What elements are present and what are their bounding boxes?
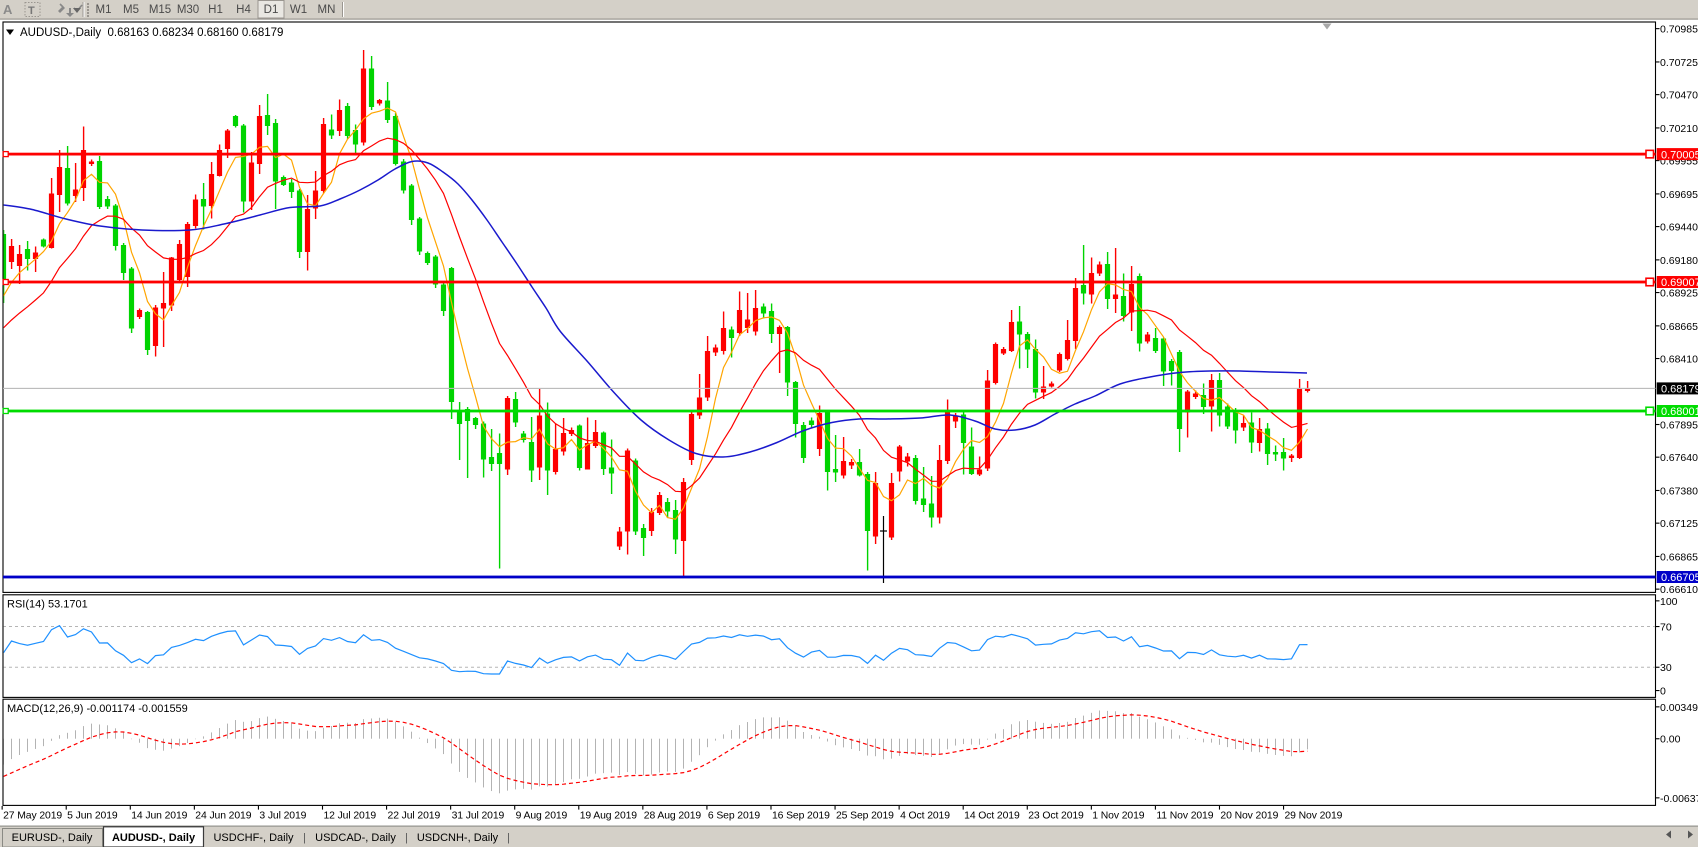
svg-text:0.68001: 0.68001: [1661, 406, 1698, 418]
svg-text:0.68665: 0.68665: [1660, 321, 1698, 333]
svg-text:M30: M30: [177, 4, 199, 16]
svg-text:|: |: [507, 832, 510, 844]
svg-text:12 Jul 2019: 12 Jul 2019: [323, 811, 376, 822]
svg-text:22 Jul 2019: 22 Jul 2019: [388, 811, 441, 822]
svg-text:70: 70: [1660, 622, 1672, 634]
svg-text:0.68410: 0.68410: [1660, 353, 1698, 365]
svg-text:0.66865: 0.66865: [1660, 551, 1698, 563]
svg-text:D1: D1: [264, 4, 279, 16]
svg-text:14 Oct 2019: 14 Oct 2019: [964, 811, 1020, 822]
svg-text:1 Nov 2019: 1 Nov 2019: [1092, 811, 1144, 822]
svg-text:11 Nov 2019: 11 Nov 2019: [1156, 811, 1213, 822]
svg-text:MACD(12,26,9) -0.001174 -0.001: MACD(12,26,9) -0.001174 -0.001559: [7, 703, 188, 715]
svg-text:25 Sep 2019: 25 Sep 2019: [836, 811, 894, 822]
svg-text:H4: H4: [236, 4, 251, 16]
svg-text:0.70210: 0.70210: [1660, 123, 1698, 135]
svg-text:23 Oct 2019: 23 Oct 2019: [1028, 811, 1084, 822]
svg-text:MN: MN: [318, 4, 336, 16]
svg-text:-0.00637: -0.00637: [1660, 793, 1698, 805]
svg-text:0: 0: [1660, 686, 1666, 698]
svg-text:|: |: [405, 832, 408, 844]
svg-text:|: |: [303, 832, 306, 844]
svg-text:0.70985: 0.70985: [1660, 24, 1698, 36]
svg-text:0.67125: 0.67125: [1660, 518, 1698, 530]
svg-text:100: 100: [1660, 596, 1678, 608]
svg-text:20 Nov 2019: 20 Nov 2019: [1220, 811, 1278, 822]
svg-text:28 Aug 2019: 28 Aug 2019: [644, 811, 702, 822]
svg-text:0.69007: 0.69007: [1661, 277, 1698, 289]
svg-text:4 Oct 2019: 4 Oct 2019: [900, 811, 950, 822]
svg-text:27 May 2019: 27 May 2019: [3, 811, 62, 822]
svg-text:USDCAD-, Daily: USDCAD-, Daily: [315, 832, 396, 844]
svg-text:0.69695: 0.69695: [1660, 189, 1698, 201]
svg-text:3 Jul 2019: 3 Jul 2019: [259, 811, 306, 822]
svg-text:RSI(14) 53.1701: RSI(14) 53.1701: [7, 599, 88, 611]
svg-text:M15: M15: [149, 4, 171, 16]
svg-text:W1: W1: [290, 4, 307, 16]
svg-text:5 Jun 2019: 5 Jun 2019: [67, 811, 118, 822]
svg-text:0.66705: 0.66705: [1661, 572, 1698, 584]
svg-text:31 Jul 2019: 31 Jul 2019: [452, 811, 505, 822]
svg-text:0.70005: 0.70005: [1661, 149, 1698, 161]
svg-text:0.00: 0.00: [1660, 734, 1681, 746]
svg-text:0.66610: 0.66610: [1660, 584, 1698, 596]
svg-text:30: 30: [1660, 662, 1672, 674]
svg-text:0.69180: 0.69180: [1660, 255, 1698, 267]
svg-text:0.00349: 0.00349: [1660, 702, 1698, 714]
svg-text:0.70725: 0.70725: [1660, 57, 1698, 69]
svg-text:9 Aug 2019: 9 Aug 2019: [516, 811, 568, 822]
svg-text:EURUSD-, Daily: EURUSD-, Daily: [12, 832, 93, 844]
svg-text:USDCHF-, Daily: USDCHF-, Daily: [213, 832, 294, 844]
svg-text:H1: H1: [208, 4, 223, 16]
svg-text:24 Jun 2019: 24 Jun 2019: [195, 811, 251, 822]
svg-text:0.67640: 0.67640: [1660, 452, 1698, 464]
svg-text:0.68179: 0.68179: [1661, 384, 1698, 396]
svg-text:AUDUSD-, Daily: AUDUSD-, Daily: [112, 832, 196, 844]
svg-text:M5: M5: [123, 4, 139, 16]
svg-text:0.68925: 0.68925: [1660, 288, 1698, 300]
svg-text:0.70470: 0.70470: [1660, 90, 1698, 102]
svg-text:0.69440: 0.69440: [1660, 222, 1698, 234]
svg-text:0.67380: 0.67380: [1660, 485, 1698, 497]
svg-text:6 Sep 2019: 6 Sep 2019: [708, 811, 760, 822]
svg-text:M1: M1: [96, 4, 112, 16]
svg-text:19 Aug 2019: 19 Aug 2019: [580, 811, 638, 822]
svg-text:14 Jun 2019: 14 Jun 2019: [131, 811, 187, 822]
svg-text:0.67895: 0.67895: [1660, 419, 1698, 431]
svg-text:29 Nov 2019: 29 Nov 2019: [1285, 811, 1343, 822]
svg-text:USDCNH-, Daily: USDCNH-, Daily: [417, 832, 499, 844]
svg-text:T: T: [28, 5, 35, 17]
svg-text:AUDUSD-,Daily 0.68163 0.68234: AUDUSD-,Daily 0.68163 0.68234 0.68160 0.…: [20, 27, 283, 39]
svg-text:A: A: [3, 2, 13, 17]
svg-text:16 Sep 2019: 16 Sep 2019: [772, 811, 830, 822]
